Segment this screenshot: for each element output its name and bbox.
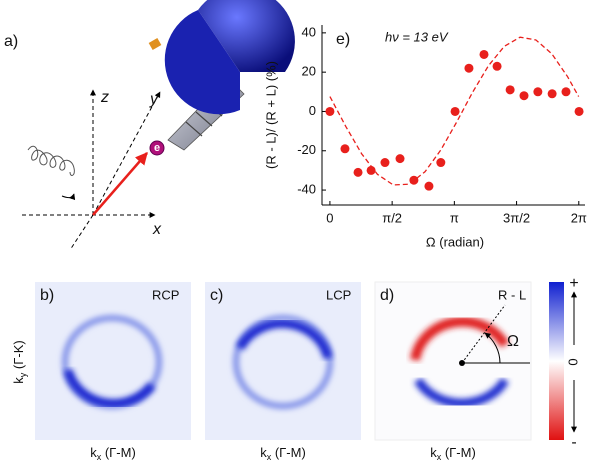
colorbar-label: -	[571, 434, 576, 451]
data-point	[493, 62, 502, 71]
electron-label: e	[154, 142, 160, 154]
y-tick-label: 0	[309, 103, 316, 118]
figure: a) z y x e e) hν = 13 eV Ω (radian) (R -…	[0, 0, 592, 464]
y-tick-label: 40	[302, 24, 316, 39]
kx-label: kx (Γ-M)	[90, 445, 136, 462]
data-point	[396, 154, 405, 163]
annotation: hν = 13 eV	[385, 29, 449, 44]
image-panel: c) LCP	[205, 282, 361, 440]
kx-label: kx (Γ-M)	[430, 445, 476, 462]
data-point	[575, 107, 584, 116]
y-tick-label: -20	[297, 142, 316, 157]
x-tick-label: 0	[326, 210, 333, 225]
panel-label: a)	[4, 33, 18, 50]
data-point	[325, 107, 334, 116]
y-axis-label: (R - L)/ (R + L) (%)	[263, 61, 278, 169]
x-tick-label: 2π	[571, 210, 587, 225]
data-point	[464, 64, 473, 73]
colorbar-label: +	[569, 275, 578, 292]
panel-tag: RCP	[152, 287, 179, 302]
y-tick-label: 20	[302, 64, 316, 79]
data-point	[561, 87, 570, 96]
data-point	[506, 85, 515, 94]
data-point	[380, 158, 389, 167]
ky-label: ky (Γ-K)	[11, 340, 28, 383]
data-point	[479, 50, 488, 59]
schematic: a) z y x e	[4, 0, 295, 250]
colorbar: + 0 -	[549, 275, 580, 451]
image-panel: b) RCP	[35, 282, 191, 440]
x-axis-label: Ω (radian)	[426, 234, 484, 249]
panel-label: c)	[210, 287, 223, 304]
panel-tag: LCP	[326, 287, 351, 302]
kx-label: kx (Γ-M)	[260, 445, 306, 462]
data-point	[340, 144, 349, 153]
chart: e) hν = 13 eV Ω (radian) (R - L)/ (R + L…	[263, 24, 586, 249]
data-point	[367, 166, 376, 175]
axis-label: x	[152, 221, 162, 238]
axis-label: z	[100, 89, 109, 106]
axis-label: y	[149, 91, 159, 108]
data-point	[424, 182, 433, 191]
data-point	[548, 89, 557, 98]
line-label: R - L	[498, 287, 526, 302]
panel-label: e)	[336, 31, 350, 48]
data-point	[520, 91, 529, 100]
x-tick-label: 3π/2	[503, 210, 530, 225]
colorbar-label: 0	[565, 358, 580, 365]
panel-label: b)	[40, 287, 54, 304]
image-panel: d) R - L Ω	[375, 282, 531, 440]
data-point	[533, 87, 542, 96]
data-point	[451, 107, 460, 116]
x-tick-label: π	[450, 210, 459, 225]
y-tick-label: -40	[297, 182, 316, 197]
angle-label: Ω	[507, 333, 519, 350]
x-tick-label: π/2	[382, 210, 402, 225]
data-point	[436, 158, 445, 167]
panel-label: d)	[380, 287, 394, 304]
data-point	[354, 168, 363, 177]
